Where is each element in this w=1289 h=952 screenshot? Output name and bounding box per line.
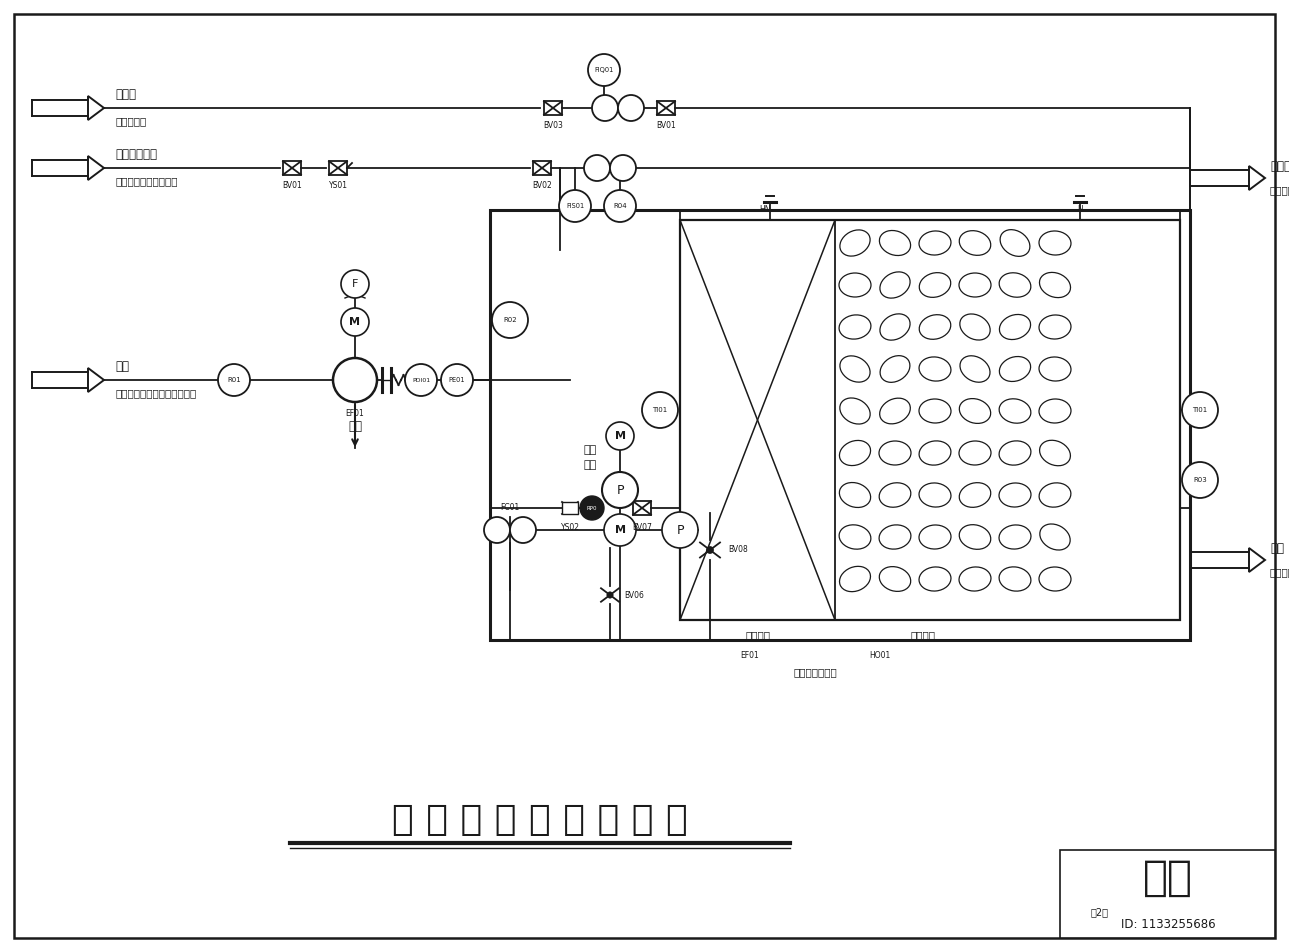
Text: R03: R03 <box>1194 477 1207 483</box>
Circle shape <box>218 364 250 396</box>
Text: EF01: EF01 <box>741 650 759 660</box>
Text: 一体化生物滤池: 一体化生物滤池 <box>793 667 837 677</box>
Circle shape <box>510 517 536 543</box>
Circle shape <box>607 592 614 598</box>
Text: TI01: TI01 <box>1192 407 1208 413</box>
Text: M: M <box>615 431 625 441</box>
Text: 去下水道: 去下水道 <box>1270 567 1289 577</box>
Circle shape <box>492 302 528 338</box>
Bar <box>562 502 577 514</box>
Text: 生物过滤: 生物过滤 <box>910 630 936 640</box>
Text: N: N <box>1078 206 1083 214</box>
Text: R01: R01 <box>227 377 241 383</box>
Bar <box>544 101 562 115</box>
Bar <box>681 220 1179 620</box>
Text: BV03: BV03 <box>543 122 563 130</box>
Text: P: P <box>677 524 683 537</box>
Text: 清源水: 清源水 <box>115 89 137 102</box>
Circle shape <box>333 358 376 402</box>
Text: 知末网
www.zazmo.com: 知末网 www.zazmo.com <box>847 561 953 640</box>
Text: 排水: 排水 <box>1270 542 1284 554</box>
Text: 生 物 除 臭 系 统 流 程 图: 生 物 除 臭 系 统 流 程 图 <box>392 803 688 837</box>
Text: YS02: YS02 <box>561 524 580 532</box>
Text: BV02: BV02 <box>532 182 552 190</box>
Circle shape <box>580 496 605 520</box>
Circle shape <box>605 514 635 546</box>
Text: BV01: BV01 <box>656 122 675 130</box>
Circle shape <box>342 308 369 336</box>
Text: PDI01: PDI01 <box>412 378 431 383</box>
Circle shape <box>617 95 644 121</box>
Text: 进气: 进气 <box>115 361 129 373</box>
Text: 来自细格栅沉沙池和脱水机房: 来自细格栅沉沙池和脱水机房 <box>115 388 196 398</box>
Circle shape <box>606 422 634 450</box>
Circle shape <box>342 270 369 298</box>
Text: BV01: BV01 <box>282 182 302 190</box>
Bar <box>532 161 550 175</box>
Circle shape <box>1182 462 1218 498</box>
Text: 生物滤液: 生物滤液 <box>745 630 771 640</box>
Text: M: M <box>615 525 625 535</box>
Circle shape <box>588 54 620 86</box>
Bar <box>657 101 675 115</box>
Text: 第2张: 第2张 <box>1090 907 1109 917</box>
Text: 知末网
www.zazmo.com: 知末网 www.zazmo.com <box>397 410 503 489</box>
Text: FC01: FC01 <box>500 504 519 512</box>
Text: HO01: HO01 <box>869 650 891 660</box>
Text: 通过烟囱排放入大气: 通过烟囱排放入大气 <box>1270 185 1289 195</box>
Bar <box>284 161 302 175</box>
Text: F: F <box>352 279 358 289</box>
Text: 知末网
www.zazmo.com: 知末网 www.zazmo.com <box>137 510 244 589</box>
Circle shape <box>602 472 638 508</box>
Text: 水泵: 水泵 <box>584 460 597 470</box>
Text: HN: HN <box>759 206 771 214</box>
Text: 知末网
www.zazmo.com: 知末网 www.zazmo.com <box>97 710 204 789</box>
Text: 知末网
www.zazmo.com: 知末网 www.zazmo.com <box>647 361 753 440</box>
Circle shape <box>441 364 473 396</box>
Text: RP0: RP0 <box>586 506 597 510</box>
Text: R04: R04 <box>614 203 626 209</box>
Circle shape <box>663 512 699 548</box>
Text: ID: 1133255686: ID: 1133255686 <box>1120 919 1216 931</box>
Text: BV07: BV07 <box>632 524 652 532</box>
Text: 循环水补给水: 循环水补给水 <box>115 149 157 162</box>
Circle shape <box>483 517 510 543</box>
Circle shape <box>642 392 678 428</box>
Circle shape <box>706 546 714 553</box>
Circle shape <box>592 95 617 121</box>
Text: BV06: BV06 <box>624 590 644 600</box>
Text: PE01: PE01 <box>449 377 465 383</box>
Text: BV08: BV08 <box>728 545 748 554</box>
Text: 知末网
www.zazmo.com: 知末网 www.zazmo.com <box>1047 461 1154 540</box>
Circle shape <box>610 155 635 181</box>
Circle shape <box>1182 392 1218 428</box>
Circle shape <box>605 190 635 222</box>
Text: 处理后气体: 处理后气体 <box>1270 160 1289 172</box>
Text: EF01: EF01 <box>345 409 365 419</box>
Text: TI01: TI01 <box>652 407 668 413</box>
Text: 知末: 知末 <box>1143 857 1194 899</box>
Text: 风机: 风机 <box>348 421 362 433</box>
Bar <box>1060 850 1275 938</box>
Bar <box>329 161 347 175</box>
Circle shape <box>584 155 610 181</box>
Text: 知末网
www.zazmo.com: 知末网 www.zazmo.com <box>247 261 353 340</box>
Text: FIS01: FIS01 <box>566 203 584 209</box>
Text: 知末网
www.zazmo.com: 知末网 www.zazmo.com <box>547 661 654 740</box>
Circle shape <box>405 364 437 396</box>
Text: P: P <box>616 484 624 497</box>
Circle shape <box>559 190 590 222</box>
Text: M: M <box>349 317 361 327</box>
Text: YS01: YS01 <box>329 182 348 190</box>
Text: R02: R02 <box>503 317 517 323</box>
Text: 来自自来水: 来自自来水 <box>115 116 146 126</box>
Text: 循环: 循环 <box>584 445 597 455</box>
Text: 来自自来水或水厂出水: 来自自来水或水厂出水 <box>115 176 178 186</box>
Bar <box>490 210 1190 640</box>
Text: FIQ01: FIQ01 <box>594 67 614 73</box>
Bar <box>633 502 651 515</box>
